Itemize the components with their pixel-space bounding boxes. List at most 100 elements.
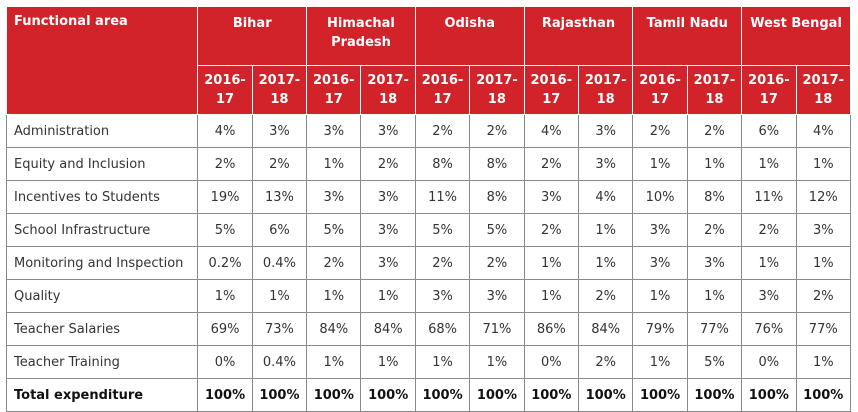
table-cell: 2% [523, 213, 580, 247]
row-label: School Infrastructure [5, 213, 199, 247]
table-cell: 2% [469, 114, 525, 148]
table-cell: 100% [741, 378, 797, 412]
table-cell: 2% [577, 345, 634, 379]
header-year: 2017-18 [251, 65, 308, 115]
table-cell: 4% [577, 180, 634, 214]
table-cell: 76% [741, 312, 797, 346]
table-cell: 1% [251, 279, 308, 313]
table-cell: 2% [741, 213, 797, 247]
table-cell: 8% [414, 147, 471, 181]
header-year: 2016-17 [414, 65, 471, 115]
table-cell: 1% [741, 147, 797, 181]
table-row: School Infrastructure 5% 6% 5% 3% 5% 5% 2% 1% 3% 2… [5, 213, 852, 247]
table-cell: 1% [306, 345, 362, 379]
functional-area-expenditure-table: Functional area Bihar Himachal Pradesh O… [5, 6, 852, 412]
table-cell: 1% [523, 246, 580, 280]
table-cell: 1% [306, 147, 362, 181]
table-cell: 0% [197, 345, 253, 379]
table-cell: 3% [741, 279, 797, 313]
table-cell: 5% [469, 213, 525, 247]
header-functional-area: Functional area [5, 6, 199, 115]
table-cell: 8% [686, 180, 743, 214]
table-cell: 2% [414, 114, 471, 148]
expenditure-table-container: Functional area Bihar Himachal Pradesh O… [5, 6, 852, 412]
table-cell: 2% [523, 147, 580, 181]
table-cell: 6% [741, 114, 797, 148]
table-cell: 2% [306, 246, 362, 280]
table-row: Monitoring and Inspection 0.2% 0.4% 2% 3% 2% 2… [5, 246, 852, 280]
table-cell: 2% [686, 213, 743, 247]
header-state-west-bengal: West Bengal [741, 6, 851, 66]
table-cell: 69% [197, 312, 253, 346]
table-cell: 3% [360, 213, 416, 247]
table-cell: 3% [577, 114, 634, 148]
header-year: 2016-17 [197, 65, 253, 115]
header-state-himachal-pradesh: Himachal Pradesh [306, 6, 416, 66]
table-cell: 3% [360, 180, 416, 214]
table-cell: 1% [197, 279, 253, 313]
table-cell: 1% [632, 279, 688, 313]
table-cell: 1% [360, 345, 416, 379]
table-cell: 2% [360, 147, 416, 181]
table-cell: 0.2% [197, 246, 253, 280]
table-cell: 3% [632, 246, 688, 280]
table-row: Teacher Training 0% 0.4% 1% 1% 1% 1% 0% 2% 1% 5% 0%… [5, 345, 852, 379]
table-cell: 3% [360, 114, 416, 148]
row-label: Administration [5, 114, 199, 148]
table-cell: 8% [469, 180, 525, 214]
row-label: Total expenditure [5, 378, 199, 412]
header-year: 2017-18 [795, 65, 852, 115]
table-cell: 5% [686, 345, 743, 379]
row-label: Quality [5, 279, 199, 313]
table-cell: 0% [741, 345, 797, 379]
table-cell: 86% [523, 312, 580, 346]
table-cell: 3% [686, 246, 743, 280]
table-cell: 3% [469, 279, 525, 313]
header-row-states: Functional area Bihar Himachal Pradesh O… [5, 6, 851, 115]
table-cell: 5% [197, 213, 253, 247]
table-cell: 3% [360, 246, 416, 280]
total-row: Total expenditure 100% 100% 100% 100% 100% 100… [5, 378, 852, 412]
table-cell: 13% [251, 180, 308, 214]
table-cell: 11% [414, 180, 471, 214]
table-body: Administration 4% 3% 3% 3% 2% 2% 4% 3% 2% 2% 6% 4% Eq… [5, 114, 852, 412]
table-cell: 11% [741, 180, 797, 214]
table-cell: 1% [360, 279, 416, 313]
header-state-tamil-nadu: Tamil Nadu [632, 6, 743, 66]
table-cell: 71% [469, 312, 525, 346]
row-label: Incentives to Students [5, 180, 199, 214]
table-cell: 5% [414, 213, 471, 247]
table-cell: 100% [306, 378, 362, 412]
header-year: 2016-17 [306, 65, 362, 115]
table-cell: 4% [523, 114, 580, 148]
table-cell: 77% [795, 312, 852, 346]
table-cell: 100% [686, 378, 743, 412]
table-cell: 100% [469, 378, 525, 412]
table-cell: 1% [686, 279, 743, 313]
table-cell: 1% [632, 345, 688, 379]
table-cell: 3% [306, 114, 362, 148]
table-cell: 0% [523, 345, 580, 379]
header-year: 2016-17 [523, 65, 580, 115]
table-cell: 1% [523, 279, 580, 313]
table-cell: 0.4% [251, 246, 308, 280]
table-cell: 1% [741, 246, 797, 280]
table-cell: 1% [795, 246, 852, 280]
header-year: 2017-18 [686, 65, 743, 115]
table-cell: 3% [251, 114, 308, 148]
table-cell: 2% [686, 114, 743, 148]
header-year: 2016-17 [741, 65, 797, 115]
table-cell: 4% [197, 114, 253, 148]
table-cell: 8% [469, 147, 525, 181]
header-year: 2017-18 [469, 65, 525, 115]
table-cell: 1% [795, 147, 852, 181]
row-label: Equity and Inclusion [5, 147, 199, 181]
table-cell: 10% [632, 180, 688, 214]
header-row-years: 2016-17 2017-18 2016-17 2017-18 2016-17 … [7, 65, 852, 115]
table-cell: 100% [414, 378, 471, 412]
header-year: 2017-18 [360, 65, 416, 115]
table-cell: 2% [469, 246, 525, 280]
table-cell: 5% [306, 213, 362, 247]
table-cell: 2% [414, 246, 471, 280]
table-cell: 3% [577, 147, 634, 181]
